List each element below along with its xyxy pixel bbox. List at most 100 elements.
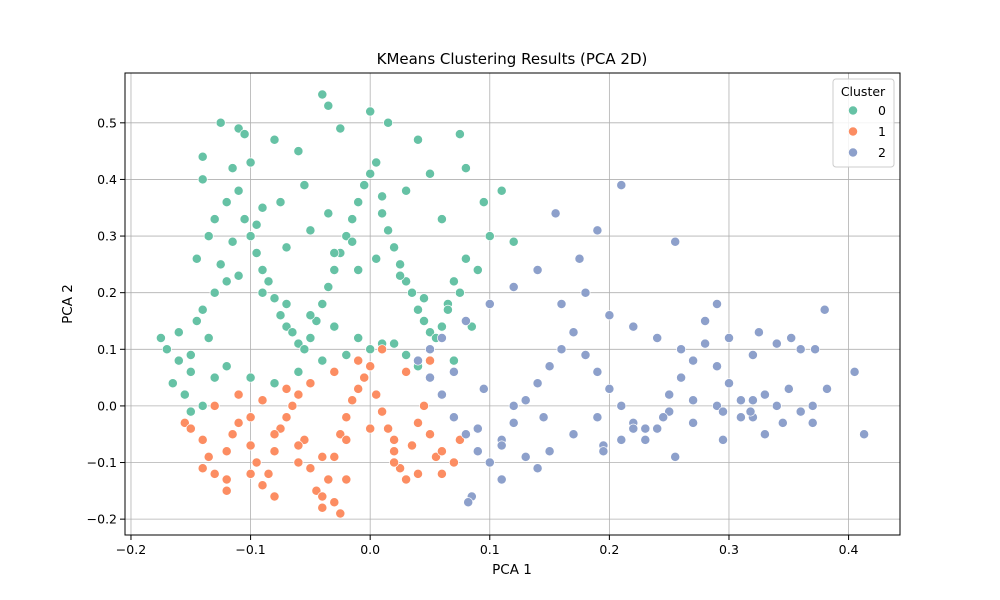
cluster-1-point [401,474,412,485]
cluster-1-point [233,389,244,400]
cluster-0-point [257,202,268,213]
cluster-0-point [413,134,423,145]
cluster-1-point [281,383,292,394]
cluster-0-point [311,316,322,326]
legend-label-2: 2 [878,145,886,160]
cluster-2-point [544,446,555,457]
cluster-0-point [281,299,292,309]
cluster-1-point [209,468,220,479]
cluster-0-point [281,242,292,253]
cluster-2-point [448,412,459,423]
cluster-0-point [329,321,340,332]
x-tick-label: 0.0 [360,542,380,557]
cluster-1-point [329,366,340,377]
cluster-0-point [323,282,334,292]
cluster-0-point [395,259,406,270]
cluster-2-point [747,350,758,360]
cluster-0-point [287,327,298,338]
cluster-1-point [227,429,238,440]
cluster-2-point [640,434,651,445]
cluster-0-point [203,333,214,343]
cluster-2-point [532,265,543,275]
cluster-0-point [484,231,495,242]
cluster-1-point [341,434,352,445]
x-axis-label: PCA 1 [492,562,532,578]
cluster-0-point [173,327,184,338]
cluster-1-point [269,446,280,457]
y-tick-label: −0.2 [87,512,117,527]
cluster-2-point [604,383,615,394]
cluster-2-point [592,225,603,236]
cluster-1-point [257,480,268,491]
cluster-0-point [269,293,280,304]
cluster-0-point [209,372,220,383]
cluster-2-point [616,434,627,445]
cluster-1-point [287,400,298,411]
cluster-0-point [448,355,459,366]
cluster-0-point [161,344,172,355]
cluster-0-point [389,338,400,349]
cluster-2-point [712,400,722,411]
cluster-1-point [209,400,220,411]
legend-box [832,78,895,168]
cluster-1-point [317,502,328,513]
cluster-0-point [173,355,184,366]
cluster-2-point [670,451,681,462]
cluster-1-point [221,485,232,496]
cluster-2-point [556,299,567,309]
cluster-0-point [383,225,394,236]
cluster-0-point [203,231,214,242]
series-0 [155,89,561,417]
legend-label-1: 1 [878,124,886,139]
cluster-0-point [275,310,286,321]
y-tick-label: 0.0 [97,398,117,413]
cluster-2-point [532,463,543,474]
cluster-2-point [735,412,746,423]
cluster-1-point [251,457,262,468]
cluster-2-point [580,287,591,298]
cluster-1-point [448,457,459,468]
cluster-2-point [550,208,561,219]
cluster-2-point [556,344,567,355]
cluster-2-point [484,299,495,309]
cluster-0-point [323,100,334,111]
grid-layer [125,73,900,535]
cluster-2-point [472,423,483,434]
cluster-1-point [335,429,346,440]
cluster-2-point [670,236,681,247]
x-tick-label: −0.2 [116,542,146,557]
cluster-2-point [496,440,507,451]
cluster-0-point [293,338,304,349]
cluster-2-point [753,327,764,338]
cluster-2-point [628,321,639,332]
cluster-0-point [347,214,358,225]
cluster-0-point [257,287,268,298]
cluster-1-point [359,372,370,383]
cluster-0-point [197,174,208,185]
cluster-0-point [448,276,459,287]
cluster-2-point [771,338,782,349]
cluster-2-point [436,389,447,400]
cluster-0-point [442,304,453,315]
cluster-1-point [305,463,316,474]
cluster-0-point [389,242,400,253]
cluster-0-point [413,304,423,315]
series-1 [179,344,465,519]
cluster-0-point [371,157,382,168]
y-tick-label: 0.3 [97,229,117,244]
cluster-0-point [197,304,208,315]
cluster-1-point [323,474,334,485]
cluster-1-point [401,366,412,377]
cluster-1-point [425,429,435,440]
cluster-0-point [185,350,196,360]
cluster-1-point [203,451,214,462]
cluster-2-point [478,383,489,394]
y-tick-label: 0.5 [97,115,117,130]
cluster-0-point [245,372,256,383]
cluster-0-point [341,350,352,360]
cluster-2-point [544,361,555,372]
series-2 [413,180,870,508]
cluster-2-point [508,400,519,411]
legend-entries: 0 1 2 [848,103,886,160]
cluster-1-point [293,440,304,451]
